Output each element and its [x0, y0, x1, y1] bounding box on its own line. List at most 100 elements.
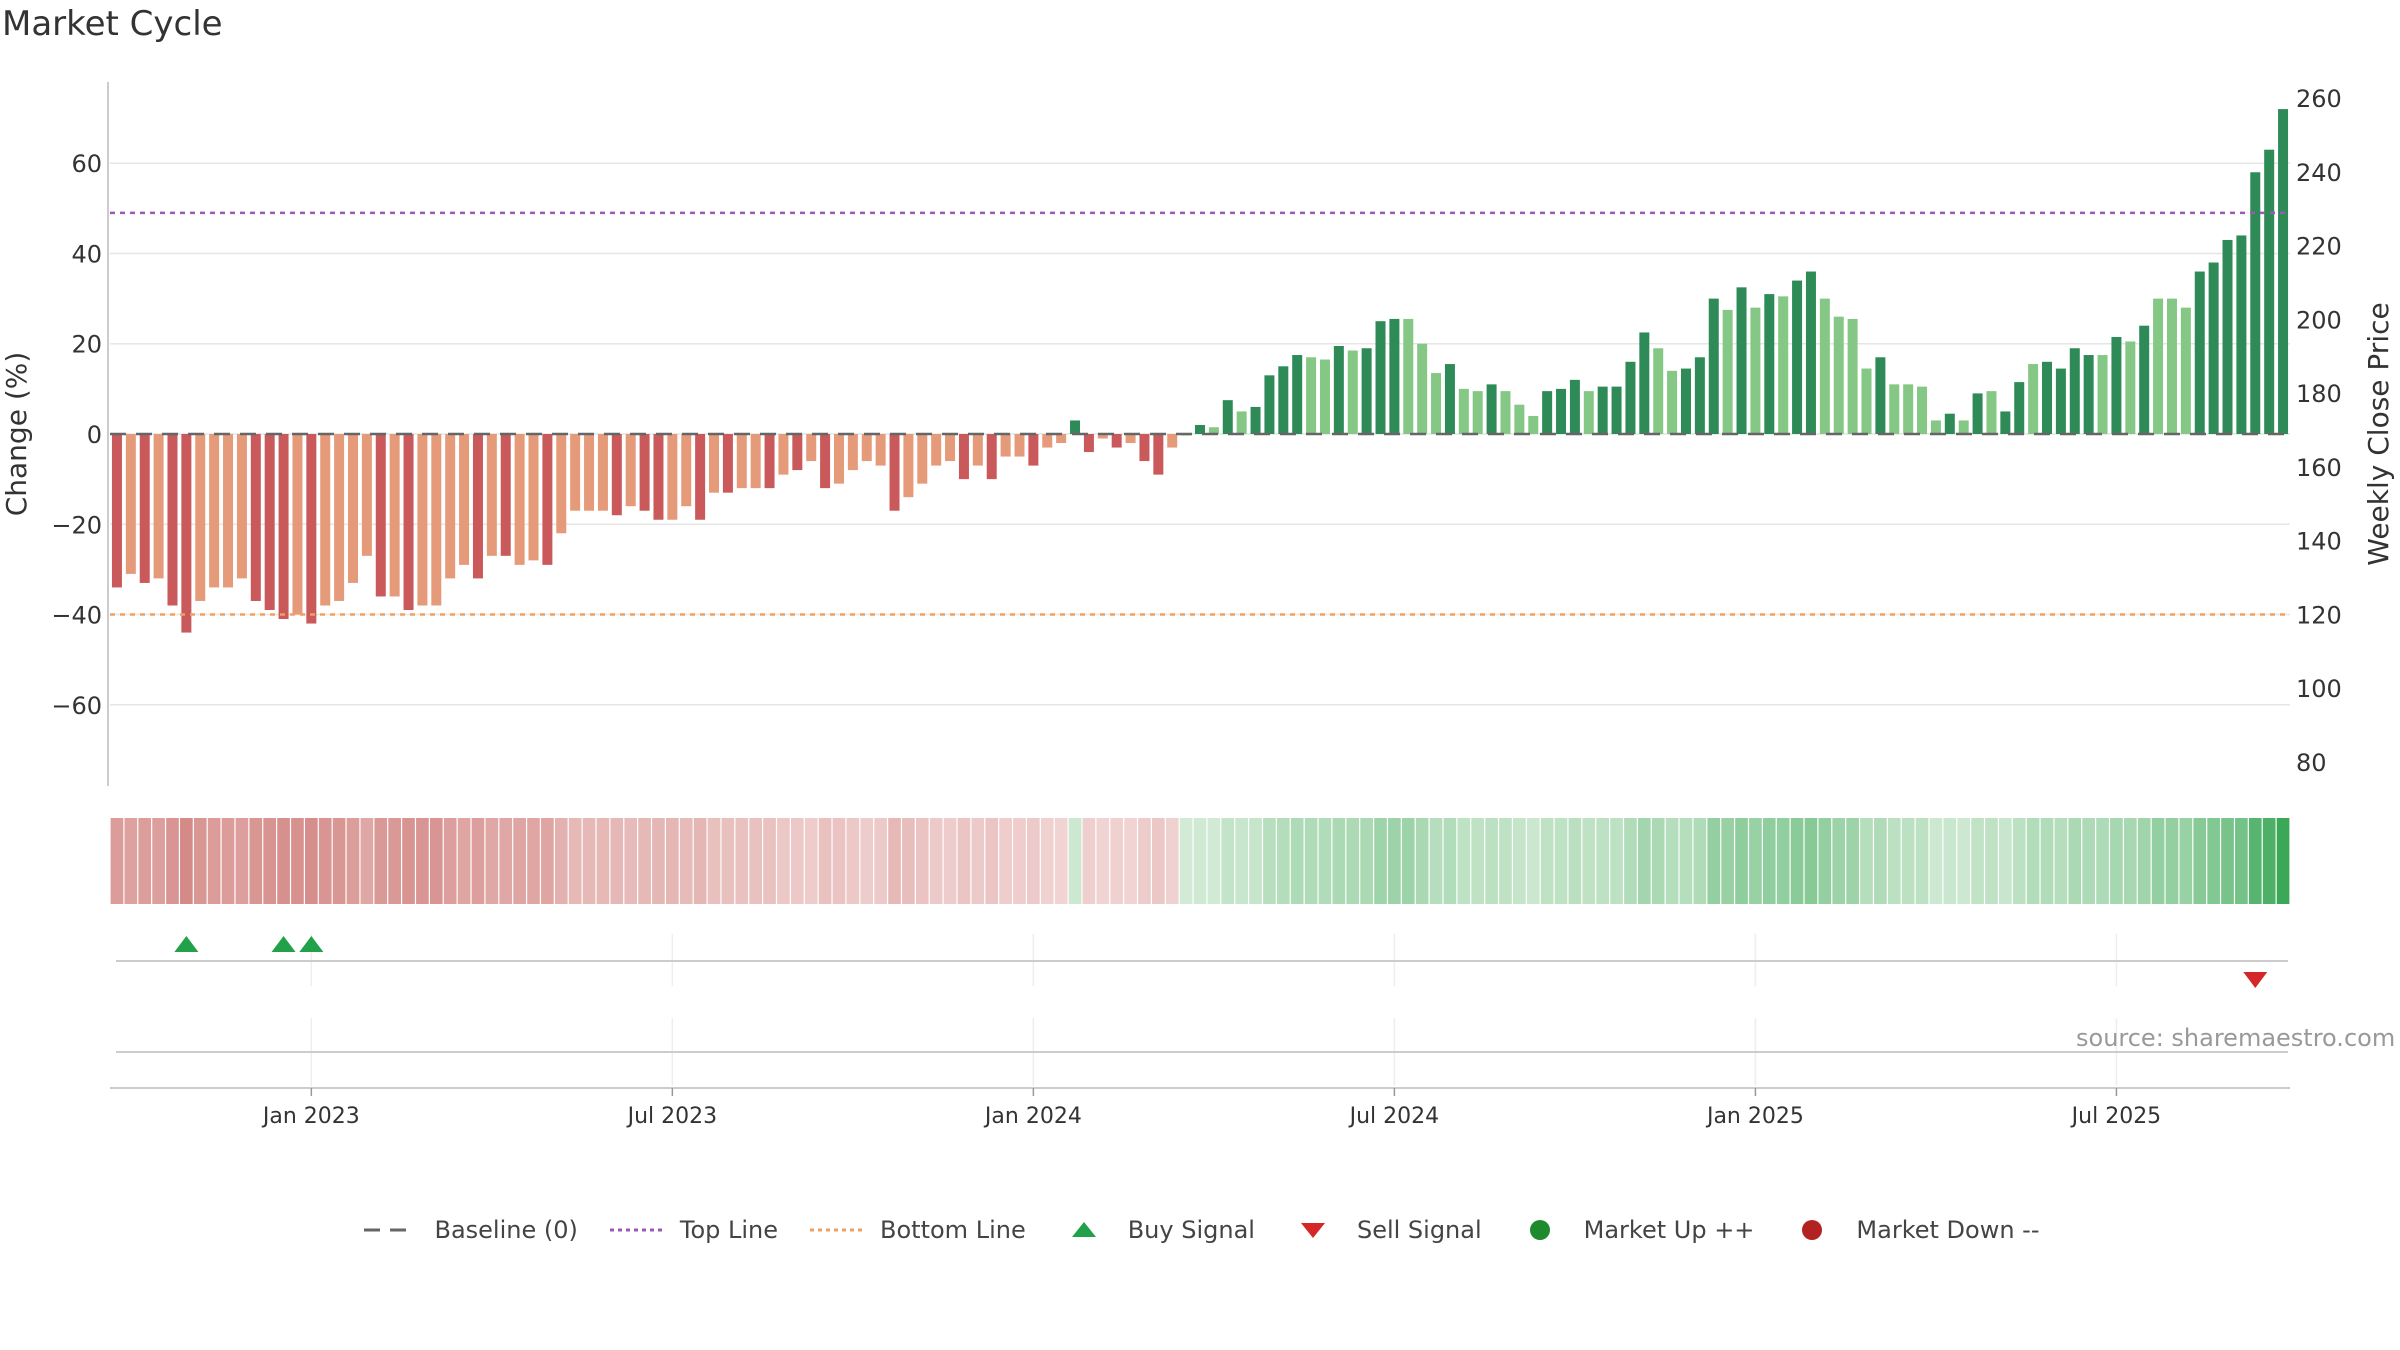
strip-cell [1235, 818, 1248, 904]
bar [2111, 336, 2122, 434]
bar [597, 434, 608, 511]
strip-cell [1513, 818, 1526, 904]
strip-cell [721, 818, 735, 904]
x-tick-label: Jul 2025 [2070, 1104, 2162, 1129]
strip-cell [1610, 818, 1623, 904]
bar [806, 434, 817, 462]
bar [1208, 427, 1219, 434]
strip-cell [1943, 818, 1957, 904]
bar [958, 434, 969, 480]
bar [1847, 318, 1858, 434]
strip-cell [943, 818, 957, 904]
strip-cell [582, 818, 596, 904]
bar [1680, 368, 1691, 434]
strip-cell [1874, 818, 1887, 904]
strip-cell [541, 818, 554, 904]
bar [861, 434, 872, 462]
legend-item: Market Down -- [1782, 1216, 2040, 1244]
strip-cell [1707, 818, 1721, 904]
strip-cell [1679, 818, 1693, 904]
strip-cell [471, 818, 485, 904]
bar [931, 434, 942, 466]
momentum-strip [110, 818, 2290, 904]
bar [1778, 296, 1789, 434]
strip-cell [277, 818, 290, 904]
strip-cell [1152, 818, 1165, 904]
strip-cell [485, 818, 499, 904]
legend-label: Buy Signal [1127, 1216, 1255, 1244]
bar [764, 434, 775, 489]
bar [1792, 280, 1803, 434]
bar [514, 434, 525, 565]
strip-cell [638, 818, 651, 904]
strip-cell [346, 818, 360, 904]
buy-signal-marker [271, 936, 296, 952]
strip-cell [1096, 818, 1110, 904]
bar [2166, 298, 2177, 434]
axis-layer: 6040200−20−40−60260240220200180160140120… [51, 82, 2342, 786]
y-right-tick-label: 100 [2296, 675, 2342, 703]
bar [1444, 364, 1455, 434]
bar [1972, 393, 1983, 434]
strip-cell [1637, 818, 1651, 904]
bar [1389, 318, 1400, 434]
y-right-tick-label: 200 [2296, 306, 2342, 334]
bar [459, 434, 470, 565]
legend-item: Buy Signal [1054, 1216, 1255, 1244]
strip-cell [1804, 818, 1818, 904]
legend-item: Baseline (0) [360, 1216, 578, 1244]
strip-cell [652, 818, 665, 904]
bar [1236, 411, 1247, 434]
strip-cell [1985, 818, 1998, 904]
y-left-tick-label: −60 [51, 692, 102, 720]
strip-cell [985, 818, 999, 904]
bar [1903, 384, 1914, 434]
bar [972, 434, 983, 466]
bar [1125, 434, 1136, 444]
bar [320, 434, 331, 606]
bar [584, 434, 595, 511]
legend-label: Bottom Line [880, 1216, 1026, 1244]
bar [1361, 348, 1372, 434]
strip-cell [1276, 818, 1290, 904]
bar [2153, 298, 2164, 434]
strip-cell [1999, 818, 2012, 904]
strip-cell [207, 818, 221, 904]
strip-cell [1721, 818, 1734, 904]
strip-cell [152, 818, 165, 904]
bar [1944, 413, 1955, 434]
strip-cell [2082, 818, 2096, 904]
strip-cell [1749, 818, 1762, 904]
strip-cell [2123, 818, 2137, 904]
strip-cell [374, 818, 388, 904]
strip-cell [2040, 818, 2054, 904]
bar [917, 434, 928, 484]
bar [1417, 343, 1428, 434]
bar [1139, 434, 1150, 462]
strip-cell [777, 818, 790, 904]
bar [695, 434, 706, 520]
strip-cell [1207, 818, 1221, 904]
bar [1764, 294, 1775, 434]
legend-swatch [364, 1228, 417, 1232]
strip-cell [1957, 818, 1971, 904]
bar [1917, 386, 1928, 434]
x-tick-label: Jul 2024 [1348, 1104, 1440, 1129]
bar [2139, 325, 2150, 434]
strip-cell [1332, 818, 1346, 904]
bar [1014, 434, 1025, 457]
bar [1694, 357, 1705, 434]
bar [111, 434, 122, 588]
x-axis: Jan 2023 Jul 2023 Jan 2024 Jul 2024 Jan 2025… [110, 1087, 2290, 1129]
bar [250, 434, 261, 601]
strip-cell [957, 818, 971, 904]
strip-cell [790, 818, 804, 904]
strip-cell [2262, 818, 2276, 904]
y-left-tick-label: 20 [71, 331, 102, 359]
bar [1347, 350, 1358, 434]
strip-cell [999, 818, 1012, 904]
y-right-tick-label: 260 [2296, 85, 2342, 113]
strip-cell [1846, 818, 1859, 904]
strip-cell [1651, 818, 1665, 904]
